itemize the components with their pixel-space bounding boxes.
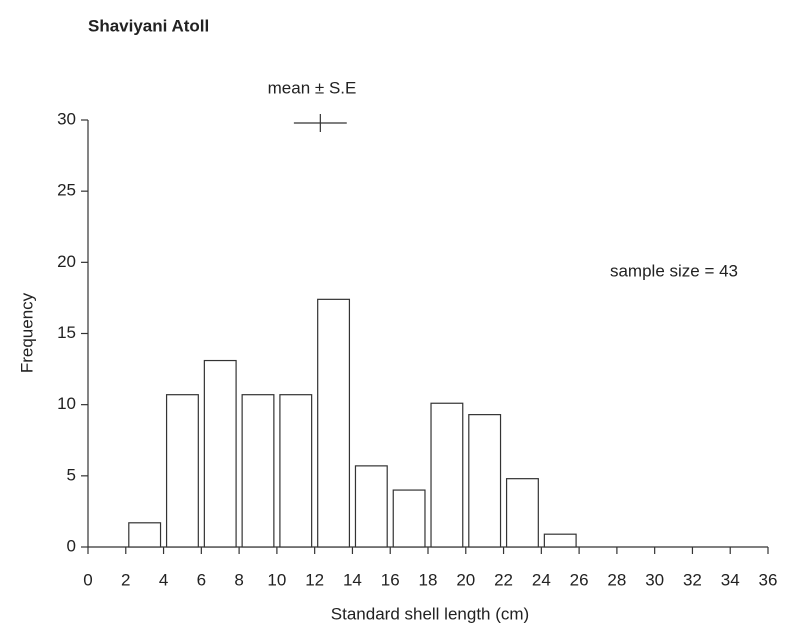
y-tick-label: 30 bbox=[57, 109, 76, 128]
x-tick-label: 14 bbox=[343, 570, 362, 589]
x-tick-label: 0 bbox=[83, 570, 92, 589]
x-tick-label: 10 bbox=[267, 570, 286, 589]
bar bbox=[430, 402, 464, 548]
bar bbox=[317, 298, 351, 548]
bar bbox=[241, 394, 275, 548]
x-tick-label: 4 bbox=[159, 570, 168, 589]
chart-title: Shaviyani Atoll bbox=[88, 16, 209, 35]
bar bbox=[354, 465, 388, 548]
x-tick-label: 6 bbox=[197, 570, 206, 589]
y-tick-label: 25 bbox=[57, 181, 76, 200]
y-tick-label: 5 bbox=[67, 465, 76, 484]
annotation: sample size = 43 bbox=[610, 261, 738, 280]
x-tick-label: 22 bbox=[494, 570, 513, 589]
x-tick-label: 26 bbox=[570, 570, 589, 589]
x-tick-label: 12 bbox=[305, 570, 324, 589]
bar bbox=[203, 359, 237, 548]
error-bar-label: mean ± S.E bbox=[268, 78, 357, 97]
y-tick-label: 20 bbox=[57, 252, 76, 271]
x-tick-label: 28 bbox=[607, 570, 626, 589]
x-tick-label: 34 bbox=[721, 570, 740, 589]
y-tick-label: 10 bbox=[57, 394, 76, 413]
y-tick-label: 0 bbox=[67, 536, 76, 555]
bar bbox=[128, 522, 162, 548]
x-tick-label: 16 bbox=[381, 570, 400, 589]
x-tick-label: 8 bbox=[234, 570, 243, 589]
x-tick-label: 36 bbox=[759, 570, 778, 589]
x-tick-label: 32 bbox=[683, 570, 702, 589]
y-axis-label: Frequency bbox=[17, 292, 36, 373]
x-tick-label: 2 bbox=[121, 570, 130, 589]
bar bbox=[279, 394, 313, 548]
bar bbox=[505, 478, 539, 548]
x-tick-label: 18 bbox=[419, 570, 438, 589]
x-tick-label: 20 bbox=[456, 570, 475, 589]
bar bbox=[543, 533, 577, 548]
bar bbox=[468, 414, 502, 548]
y-tick-label: 15 bbox=[57, 323, 76, 342]
x-tick-label: 30 bbox=[645, 570, 664, 589]
bar bbox=[165, 394, 199, 548]
x-axis-label: Standard shell length (cm) bbox=[331, 604, 529, 623]
x-tick-label: 24 bbox=[532, 570, 551, 589]
bar bbox=[392, 489, 426, 548]
